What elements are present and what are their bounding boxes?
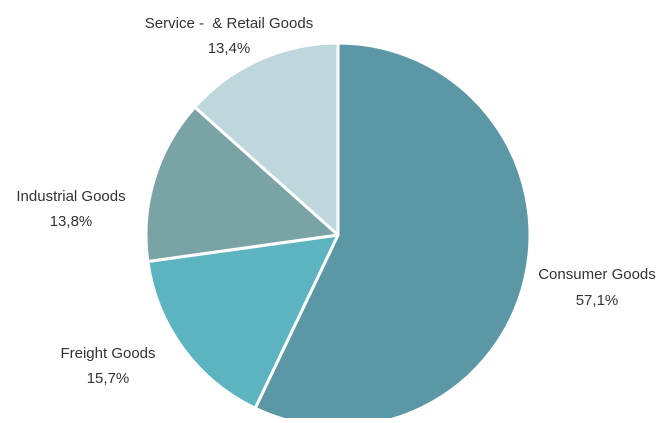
slice-value-consumer-goods: 57,1% — [576, 292, 619, 309]
slice-value-freight-goods: 15,7% — [87, 370, 130, 387]
pie-labels: Consumer Goods 57,1% Freight Goods 15,7% Ind… — [16, 15, 655, 387]
slice-value-service-retail-goods: 13,4% — [208, 40, 251, 57]
pie-slice-consumer-goods — [253, 41, 532, 423]
pie-slices — [144, 41, 532, 423]
slice-label-industrial-goods: Industrial Goods — [16, 188, 125, 205]
pie-slice-service-retail-goods — [193, 41, 340, 237]
slice-label-consumer-goods: Consumer Goods — [538, 266, 656, 283]
slice-label-service-retail-goods: Service - & Retail Goods — [145, 15, 313, 32]
slice-label-freight-goods: Freight Goods — [60, 345, 155, 362]
slice-value-industrial-goods: 13,8% — [50, 213, 93, 230]
pie-slice-freight-goods — [146, 233, 340, 410]
pie-slice-industrial-goods — [144, 105, 340, 263]
